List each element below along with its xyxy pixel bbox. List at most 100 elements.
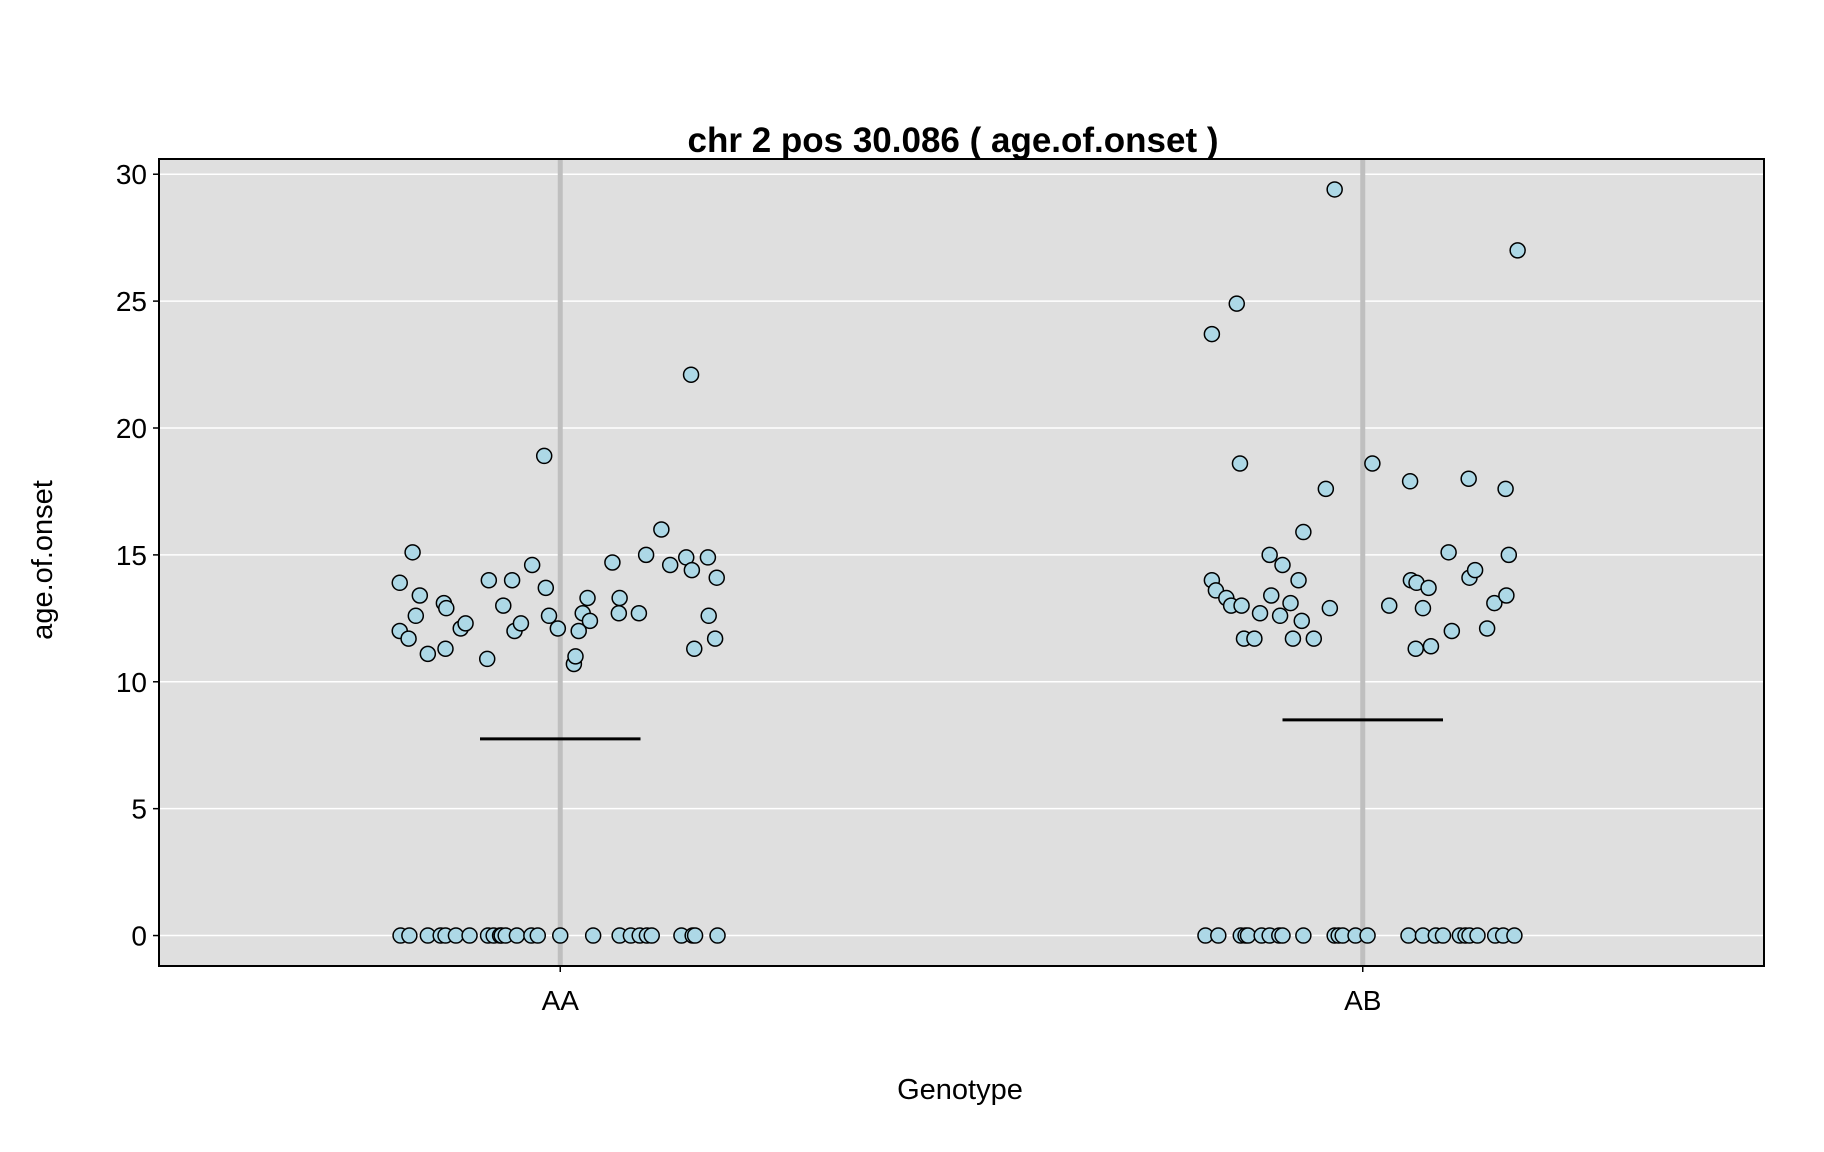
plot-panel	[159, 159, 1764, 966]
data-point-ab	[1261, 546, 1278, 564]
data-point-aa	[407, 607, 425, 625]
y-tick-label: 5	[131, 794, 147, 825]
data-point-ab	[1293, 612, 1311, 630]
data-point-aa	[478, 650, 496, 668]
data-point-aa	[637, 546, 655, 564]
data-point-ab	[1290, 572, 1307, 589]
data-point-ab	[1380, 597, 1398, 614]
data-point-ab	[1401, 473, 1419, 490]
data-point-ab	[1486, 594, 1503, 612]
data-point-ab	[1422, 637, 1440, 655]
data-point-ab	[1434, 927, 1452, 944]
data-point-ab	[1233, 597, 1250, 614]
data-point-aa	[419, 645, 437, 663]
chart-title: chr 2 pos 30.086 ( age.of.onset )	[688, 121, 1219, 160]
data-point-aa	[400, 630, 417, 647]
data-point-aa	[438, 599, 455, 617]
data-point-ab	[1271, 607, 1289, 625]
data-point-aa	[700, 607, 717, 625]
data-point-aa	[584, 927, 602, 944]
data-point-aa	[552, 927, 569, 944]
data-point-ab	[1506, 927, 1523, 944]
data-point-ab	[1359, 927, 1376, 944]
data-point-ab	[1443, 622, 1461, 640]
data-point-aa	[503, 572, 521, 589]
x-tick-label-aa: AA	[542, 985, 580, 1016]
data-point-aa	[570, 622, 587, 640]
gridlines	[159, 173, 1764, 937]
data-point-ab	[1420, 579, 1437, 597]
data-point-ab	[1460, 470, 1477, 488]
data-point-ab	[1478, 620, 1496, 637]
data-point-aa	[706, 630, 724, 647]
data-point-ab	[1466, 561, 1484, 579]
data-point-ab	[1295, 927, 1312, 944]
data-point-aa	[411, 587, 429, 604]
data-point-aa	[686, 640, 703, 658]
data-point-ab	[1414, 599, 1432, 617]
data-point-aa	[567, 648, 584, 665]
data-point-ab	[1239, 927, 1257, 944]
data-point-aa	[523, 556, 541, 574]
data-point-ab	[1251, 605, 1269, 622]
data-point-ab	[1500, 546, 1518, 564]
plot-frame	[153, 158, 1765, 972]
data-point-aa	[401, 927, 418, 944]
data-point-ab	[1321, 599, 1339, 617]
data-point-aa	[391, 574, 408, 592]
data-point-aa	[512, 615, 530, 632]
data-point-aa	[611, 589, 628, 607]
mean-lines	[480, 718, 1443, 741]
data-point-ab	[1400, 927, 1417, 944]
data-point-ab	[1274, 556, 1291, 574]
data-point-aa	[709, 927, 726, 944]
data-point-aa	[653, 521, 670, 538]
data-point-aa	[579, 589, 596, 607]
data-point-aa	[480, 572, 498, 589]
y-tick-label: 0	[131, 921, 147, 952]
data-point-ab	[1407, 640, 1424, 658]
data-point-ab	[1263, 587, 1280, 604]
data-point-aa	[682, 366, 700, 383]
y-tick-label: 15	[116, 540, 147, 571]
y-tick-label: 20	[116, 413, 147, 444]
data-point-ab	[1498, 587, 1515, 604]
data-point-aa	[549, 620, 567, 637]
data-points	[391, 181, 1526, 944]
panel-background	[159, 159, 1764, 966]
data-point-aa	[461, 927, 478, 944]
data-point-aa	[404, 544, 421, 561]
data-point-ab	[1317, 480, 1335, 498]
y-tick-label: 10	[116, 667, 147, 698]
data-point-ab	[1364, 455, 1381, 472]
x-tick-labels: AA AB	[542, 985, 1382, 1016]
panel-border	[158, 158, 1765, 967]
y-axis-title: age.of.onset	[27, 480, 59, 640]
data-point-aa	[581, 612, 599, 630]
data-point-aa	[437, 640, 454, 658]
data-point-ab	[1326, 181, 1343, 198]
data-point-aa	[643, 927, 660, 944]
x-tick-label-ab: AB	[1344, 985, 1381, 1016]
data-point-aa	[529, 927, 547, 944]
data-point-aa	[610, 605, 628, 622]
data-point-aa	[686, 927, 704, 944]
data-point-aa	[630, 605, 648, 622]
data-point-ab	[1440, 544, 1457, 561]
data-point-ab	[1509, 242, 1526, 259]
data-point-aa	[683, 561, 701, 579]
y-tick-label: 25	[116, 286, 147, 317]
data-point-aa	[457, 615, 474, 632]
data-point-aa	[604, 554, 621, 571]
data-point-aa	[540, 607, 558, 625]
data-point-ab	[1305, 630, 1323, 647]
data-point-aa	[661, 556, 679, 574]
data-point-aa	[699, 549, 717, 566]
data-point-aa	[495, 597, 512, 614]
data-point-aa	[508, 927, 526, 944]
data-point-ab	[1497, 480, 1514, 498]
data-point-ab	[1282, 594, 1299, 612]
data-point-ab	[1295, 523, 1312, 541]
